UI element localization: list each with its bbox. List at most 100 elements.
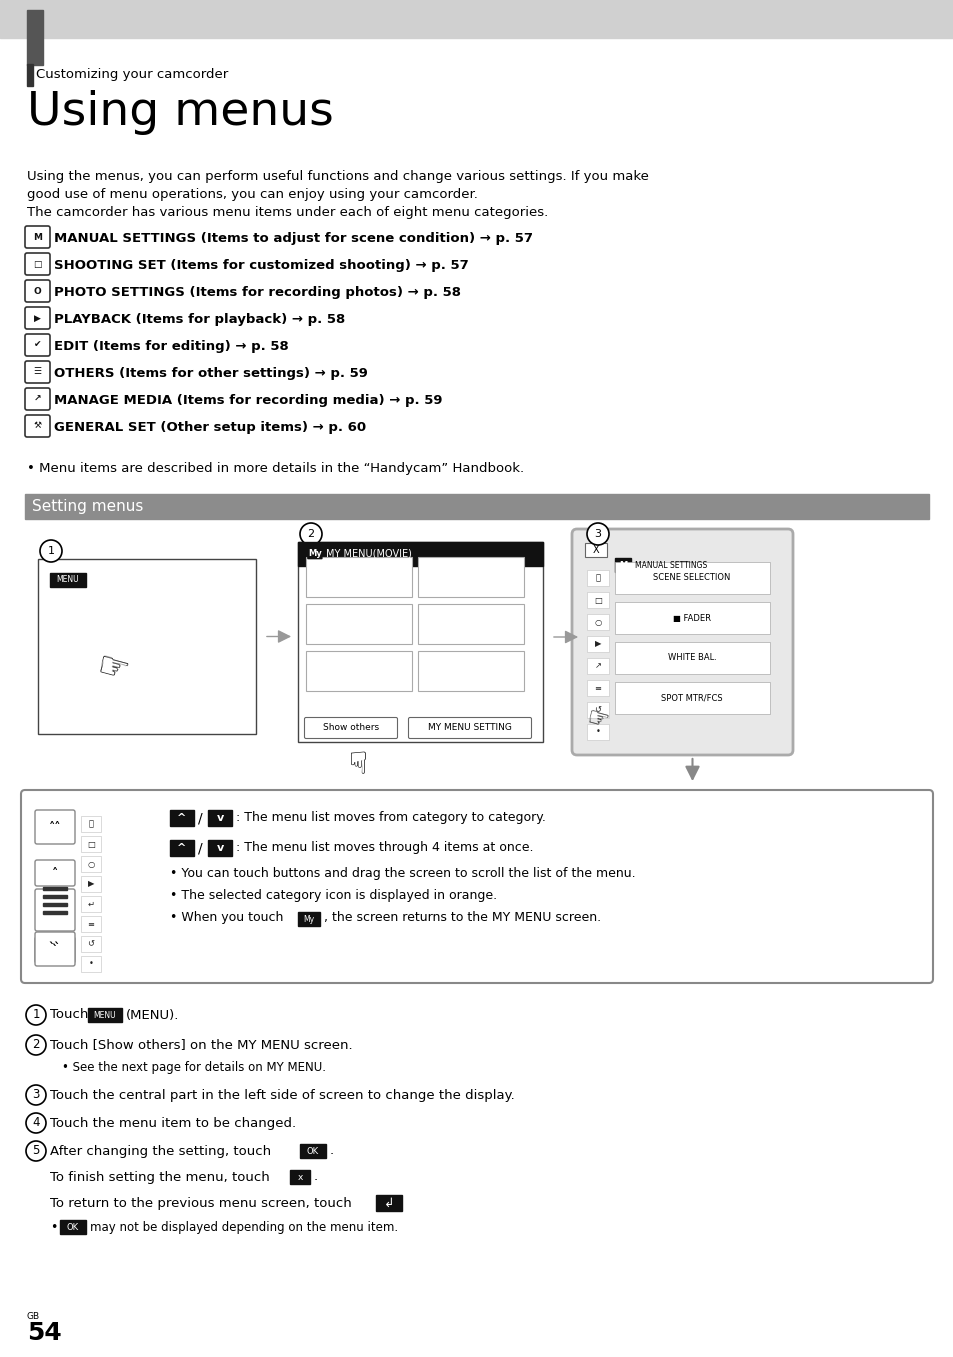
Bar: [27, 64, 33, 85]
Text: MANUAL SETTINGS: MANUAL SETTINGS: [635, 560, 706, 570]
Bar: [81, 936, 101, 953]
FancyBboxPatch shape: [25, 280, 50, 303]
Text: OK: OK: [307, 1147, 318, 1156]
Circle shape: [26, 1035, 46, 1054]
Text: □: □: [594, 596, 601, 604]
Text: M: M: [618, 560, 626, 570]
Text: MANUAL SETTINGS (Items to adjust for scene condition) → p. 57: MANUAL SETTINGS (Items to adjust for sce…: [54, 232, 533, 246]
Text: ⚒: ⚒: [33, 422, 42, 430]
Text: MENU: MENU: [93, 1011, 116, 1019]
Circle shape: [26, 1006, 46, 1025]
Text: ↗: ↗: [33, 395, 41, 403]
Bar: [81, 877, 101, 892]
FancyBboxPatch shape: [25, 388, 50, 410]
Text: M: M: [33, 232, 42, 242]
Text: ☞: ☞: [583, 706, 611, 734]
Text: v: v: [216, 843, 223, 854]
Text: 1: 1: [48, 546, 54, 556]
FancyBboxPatch shape: [35, 860, 75, 886]
Bar: [615, 603, 769, 634]
Text: ≡: ≡: [594, 684, 601, 692]
FancyBboxPatch shape: [35, 810, 75, 844]
Bar: [81, 816, 101, 832]
Bar: [417, 651, 523, 691]
Text: • You can touch buttons and drag the screen to scroll the list of the menu.: • You can touch buttons and drag the scr…: [170, 867, 635, 881]
Text: X: X: [592, 546, 598, 555]
Text: 1: 1: [32, 1008, 40, 1022]
Bar: [170, 840, 193, 856]
Text: ▶: ▶: [88, 879, 94, 889]
Bar: [417, 604, 523, 645]
Circle shape: [299, 522, 322, 546]
Bar: [306, 651, 412, 691]
Text: Touch the menu item to be changed.: Touch the menu item to be changed.: [50, 1117, 295, 1129]
Text: 54: 54: [27, 1320, 62, 1345]
Text: .: .: [314, 1171, 317, 1183]
Bar: [60, 1220, 86, 1234]
Text: Touch [Show others] on the MY MENU screen.: Touch [Show others] on the MY MENU scree…: [50, 1038, 353, 1052]
Text: ˋˋ: ˋˋ: [49, 943, 61, 955]
Text: To finish setting the menu, touch: To finish setting the menu, touch: [50, 1171, 270, 1183]
Bar: [586, 636, 608, 651]
Text: ^: ^: [177, 843, 187, 854]
Text: : The menu list moves from category to category.: : The menu list moves from category to c…: [235, 811, 545, 825]
Bar: [81, 836, 101, 852]
Text: ▶: ▶: [34, 313, 41, 323]
Bar: [586, 702, 608, 718]
Text: SHOOTING SET (Items for customized shooting) → p. 57: SHOOTING SET (Items for customized shoot…: [54, 259, 468, 271]
FancyBboxPatch shape: [35, 932, 75, 966]
Text: Touch the central part in the left side of screen to change the display.: Touch the central part in the left side …: [50, 1088, 515, 1102]
Text: To return to the previous menu screen, touch: To return to the previous menu screen, t…: [50, 1197, 352, 1209]
Text: 2: 2: [307, 529, 314, 539]
Text: The camcorder has various menu items under each of eight menu categories.: The camcorder has various menu items und…: [27, 206, 548, 218]
Text: ○: ○: [594, 617, 601, 627]
FancyBboxPatch shape: [25, 307, 50, 328]
Bar: [615, 558, 630, 573]
Text: ≡: ≡: [88, 920, 94, 928]
Circle shape: [26, 1086, 46, 1105]
Bar: [615, 683, 769, 714]
Text: EDIT (Items for editing) → p. 58: EDIT (Items for editing) → p. 58: [54, 341, 289, 353]
Text: may not be displayed depending on the menu item.: may not be displayed depending on the me…: [90, 1220, 397, 1234]
Bar: [306, 556, 412, 597]
Bar: [81, 916, 101, 932]
Text: ↲: ↲: [383, 1197, 394, 1209]
Text: 3: 3: [594, 529, 601, 539]
Text: PLAYBACK (Items for playback) → p. 58: PLAYBACK (Items for playback) → p. 58: [54, 313, 345, 326]
Text: ˄: ˄: [51, 867, 58, 879]
Bar: [27, 9, 43, 65]
Bar: [50, 573, 86, 588]
Circle shape: [40, 540, 62, 562]
Text: ■ FADER: ■ FADER: [672, 613, 710, 623]
Bar: [586, 680, 608, 696]
Text: ☰: ☰: [33, 368, 42, 376]
Bar: [615, 642, 769, 674]
Bar: [81, 896, 101, 912]
Bar: [0, 0, 953, 38]
Text: /: /: [198, 811, 202, 825]
Bar: [299, 1144, 326, 1158]
Text: OTHERS (Items for other settings) → p. 59: OTHERS (Items for other settings) → p. 5…: [54, 366, 368, 380]
Text: ↗: ↗: [594, 661, 601, 670]
Bar: [297, 912, 319, 925]
Text: good use of menu operations, you can enjoy using your camcorder.: good use of menu operations, you can enj…: [27, 189, 477, 201]
Text: /: /: [198, 841, 202, 855]
Text: After changing the setting, touch: After changing the setting, touch: [50, 1144, 271, 1158]
Text: ↺: ↺: [88, 939, 94, 949]
Text: 2: 2: [32, 1038, 40, 1052]
Text: GB: GB: [27, 1312, 40, 1320]
Text: O: O: [33, 286, 41, 296]
Bar: [43, 911, 67, 915]
Text: 5: 5: [32, 1144, 40, 1158]
Text: Customizing your camcorder: Customizing your camcorder: [36, 68, 228, 81]
Text: • When you touch: • When you touch: [170, 912, 283, 924]
Bar: [38, 559, 255, 734]
Bar: [208, 810, 232, 826]
Text: My: My: [308, 550, 321, 559]
Text: • The selected category icon is displayed in orange.: • The selected category icon is displaye…: [170, 889, 497, 902]
Text: (MENU).: (MENU).: [126, 1008, 179, 1022]
Bar: [170, 810, 193, 826]
Text: MY MENU SETTING: MY MENU SETTING: [428, 723, 512, 733]
Bar: [615, 562, 769, 594]
Bar: [586, 570, 608, 586]
